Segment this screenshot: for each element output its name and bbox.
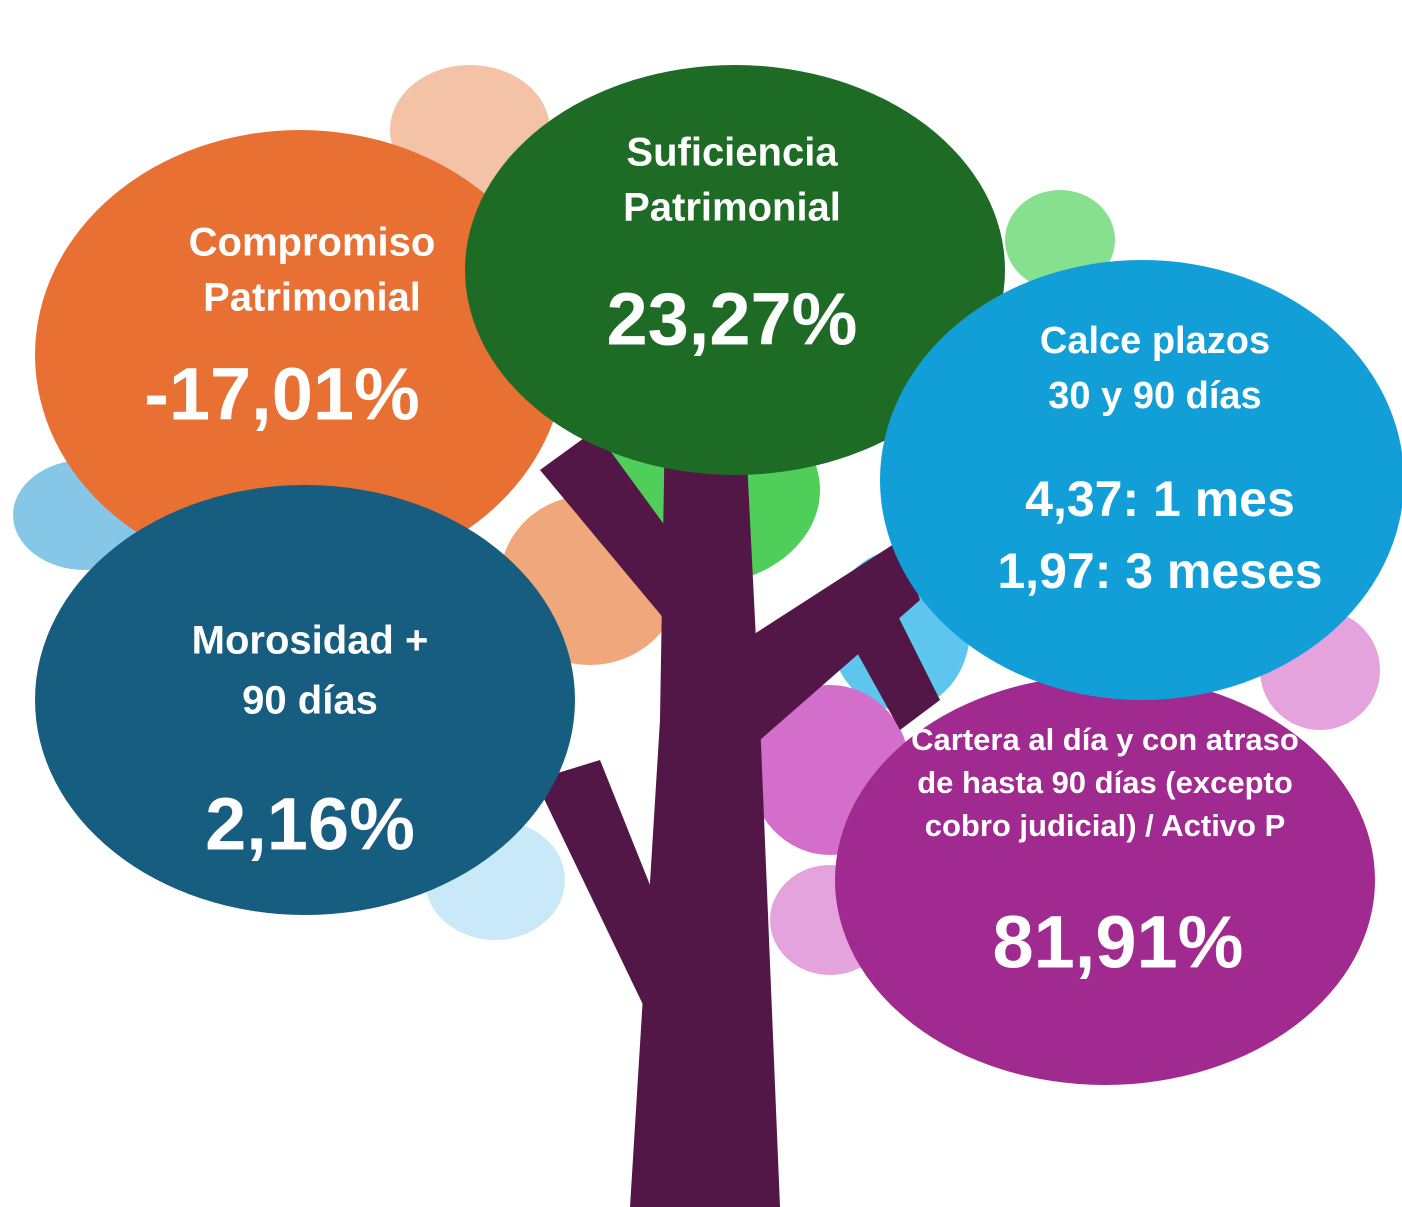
node-bubble	[835, 675, 1375, 1085]
node-label: Calce plazos	[1040, 320, 1270, 362]
node-label: Compromiso	[189, 221, 436, 265]
node-label: cobro judicial) / Activo P	[925, 808, 1286, 843]
node-label: Suficiencia	[626, 131, 838, 175]
node-label: Patrimonial	[623, 186, 841, 230]
node-value: 2,16%	[205, 783, 415, 866]
trunk	[535, 420, 940, 1207]
node-bubble	[465, 65, 1005, 475]
node-label: Cartera al día y con atraso	[911, 722, 1299, 757]
node-label: 30 y 90 días	[1048, 375, 1261, 417]
node-value: 81,91%	[993, 901, 1244, 984]
branch	[535, 760, 680, 1040]
node-label: de hasta 90 días (excepto	[917, 765, 1293, 800]
node-value: -17,01%	[144, 353, 420, 436]
node-label: Morosidad +	[192, 619, 429, 663]
branch	[745, 540, 920, 740]
node-bubble	[35, 130, 565, 580]
branch	[850, 600, 940, 730]
node-bubble	[880, 260, 1402, 700]
node-label: 90 días	[242, 679, 378, 723]
node-label: Patrimonial	[203, 276, 421, 320]
node-value: 23,27%	[607, 278, 858, 361]
node-bubble	[35, 485, 575, 915]
branch	[540, 430, 690, 650]
node-value: 4,37: 1 mes	[1025, 471, 1295, 527]
node-value: 1,97: 3 meses	[997, 543, 1322, 599]
nodes	[35, 65, 1402, 1085]
